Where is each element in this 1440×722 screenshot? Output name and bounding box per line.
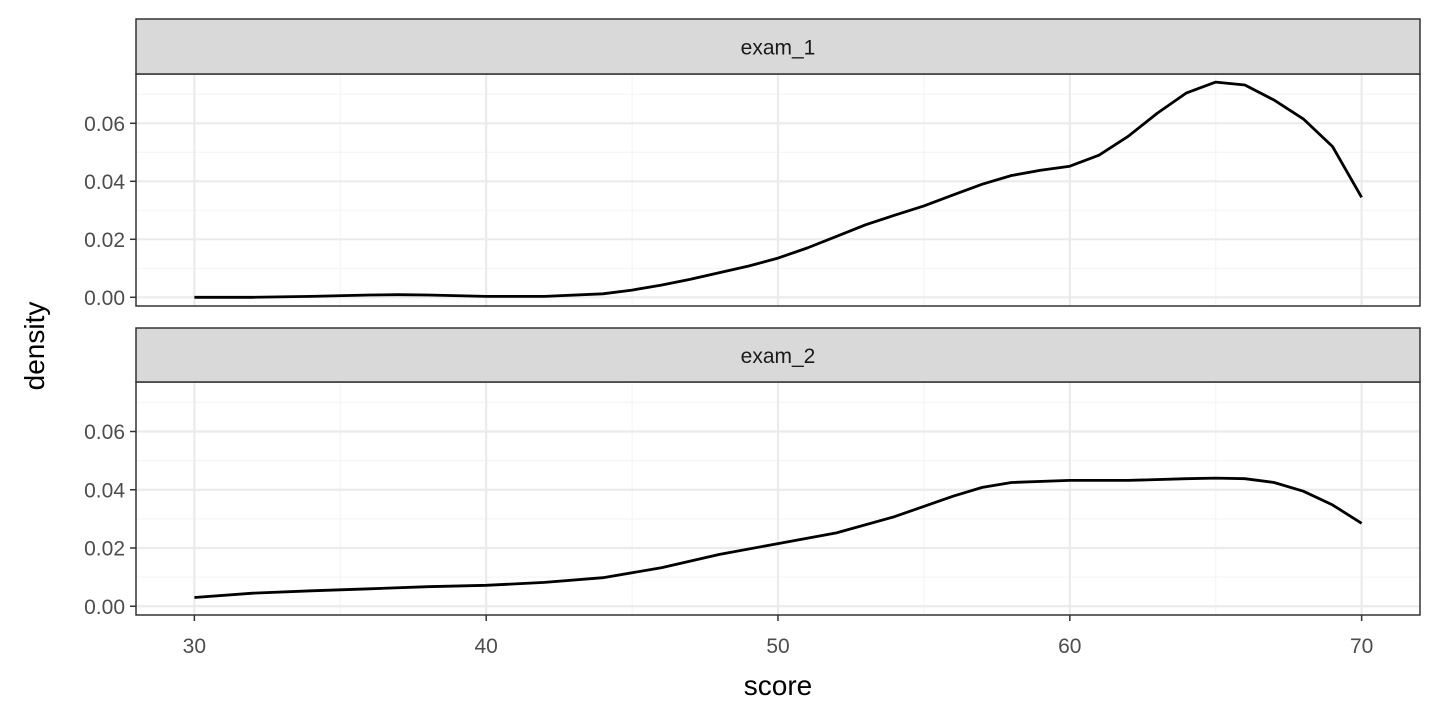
y-tick-label: 0.02: [84, 538, 125, 561]
facet-strip: [135, 327, 1421, 383]
density-line-exam_1: [194, 80, 1363, 299]
facet-strip-label: exam_1: [741, 37, 816, 60]
y-tick-label: 0.00: [84, 596, 125, 619]
y-tick-label: 0.06: [84, 113, 125, 136]
x-tick-label: 30: [183, 635, 206, 658]
y-tick-label: 0.06: [84, 421, 125, 444]
facet-panel-exam_1: exam_1 0.00 0.02 0.04 0.06: [84, 18, 1421, 310]
x-tick-label: 40: [475, 635, 498, 658]
x-axis: 30 40 50 60 70: [183, 615, 1373, 658]
facet-panels: exam_1 0.00 0.02 0.04 0.06 exam_2 0.00 0.02 0.04…: [84, 18, 1421, 619]
x-axis-title: score: [744, 670, 812, 701]
x-tick-label: 70: [1350, 635, 1373, 658]
x-tick-label: 60: [1058, 635, 1081, 658]
y-tick-label: 0.04: [84, 479, 125, 502]
facet-panel-exam_2: exam_2 0.00 0.02 0.04 0.06: [84, 327, 1421, 619]
density-line-exam_2: [194, 476, 1363, 599]
facet-strip: [135, 18, 1421, 75]
facet-strip-label: exam_2: [741, 345, 816, 368]
x-tick-label: 50: [766, 635, 789, 658]
y-tick-label: 0.00: [84, 287, 125, 310]
y-axis-title: density: [19, 302, 50, 391]
y-tick-label: 0.04: [84, 171, 125, 194]
y-tick-label: 0.02: [84, 229, 125, 252]
